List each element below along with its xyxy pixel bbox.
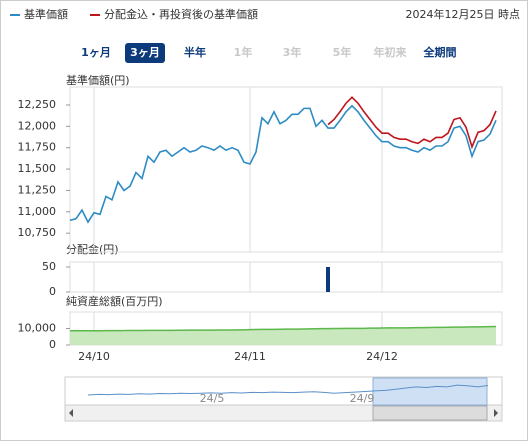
y-tick-label: 12,250 (18, 98, 57, 111)
selected-button-bg (125, 43, 165, 63)
y-tick-label: 10,000 (18, 322, 57, 335)
scroll-thumb[interactable] (372, 405, 488, 421)
y-tick-label: 12,000 (18, 119, 57, 132)
panel (69, 261, 503, 293)
range-button: 5年 (333, 45, 352, 59)
navigator-selection[interactable] (372, 377, 488, 406)
legend-label[interactable]: 分配金込・再投資後の基準価額 (104, 7, 258, 21)
as-of-date: 2024年12月25日 時点 (406, 7, 521, 21)
range-button[interactable]: 1ヶ月 (81, 46, 111, 59)
y-axis-title: 基準価額(円) (66, 73, 130, 87)
range-button[interactable]: 3ヶ月 (130, 46, 160, 59)
range-button: 年初来 (374, 45, 408, 59)
net-assets-line (70, 325, 497, 332)
y-tick-label: 11,000 (18, 205, 57, 218)
dividend-bar (326, 267, 330, 292)
x-tick-label: 24/11 (234, 350, 266, 363)
dividend-title: 分配金(円) (66, 242, 119, 256)
price-line (69, 104, 497, 224)
y-tick-label: 50 (42, 260, 56, 273)
y-tick-label: 11,750 (18, 141, 57, 154)
y-tick-label: 11,250 (18, 183, 57, 196)
legend-label[interactable]: 基準価額 (24, 7, 68, 21)
range-button[interactable]: 半年 (184, 45, 206, 59)
y-tick-label: 10,750 (18, 226, 57, 239)
y-tick-label: 11,500 (18, 162, 57, 175)
x-tick-label: 24/12 (366, 350, 398, 363)
x-tick-label: 24/10 (78, 350, 110, 363)
range-button: 3年 (283, 45, 302, 59)
net-assets-area (70, 326, 496, 345)
y-tick-label: 0 (49, 285, 56, 298)
navigator-line (87, 384, 489, 396)
range-button[interactable]: 全期間 (423, 45, 457, 59)
net-assets-title: 純資産総額(百万円) (66, 294, 163, 308)
price-line (327, 96, 497, 150)
navigator-label: 24/5 (200, 392, 225, 405)
y-tick-label: 0 (49, 338, 56, 351)
navigator-label: 24/9 (350, 392, 375, 405)
range-button: 1年 (234, 45, 253, 59)
